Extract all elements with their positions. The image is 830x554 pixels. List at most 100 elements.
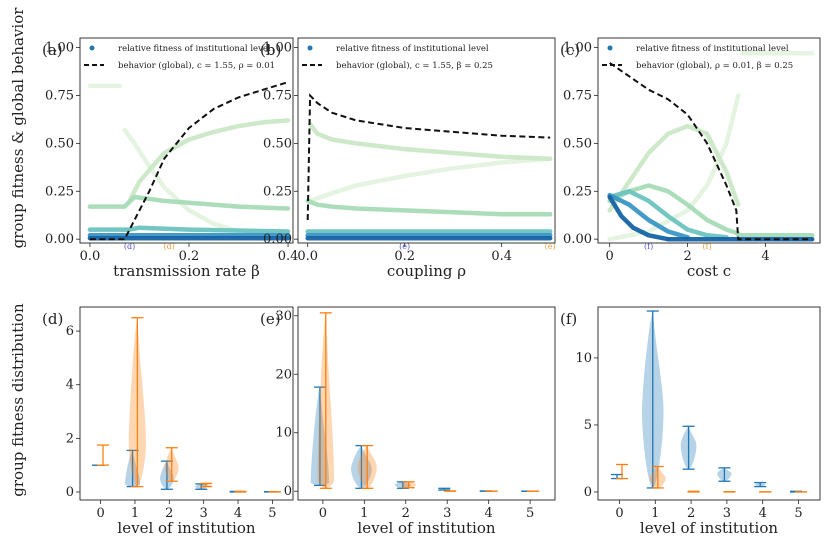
y-tick-label: 0 xyxy=(66,485,74,500)
y-label-bottom: group fitness distribution xyxy=(9,303,27,497)
x-tick-label: 4 xyxy=(234,506,242,521)
legend-dot xyxy=(607,45,613,51)
level-0-curve xyxy=(122,127,241,234)
x-tick-label: 2 xyxy=(402,506,410,521)
x-tick-label: 1 xyxy=(360,506,368,521)
x-tick-label: 2 xyxy=(683,249,691,264)
x-tick-label: 3 xyxy=(200,506,208,521)
y-tick-label: 0.75 xyxy=(563,88,592,103)
level-1-curve xyxy=(127,118,291,204)
y-tick-label: 6 xyxy=(66,324,74,339)
y-label-top: group fitness & global behavior xyxy=(9,7,27,249)
y-tick-label: 1.00 xyxy=(563,41,592,56)
plots: 0.000.250.500.751.000.0 0.2 0.4transmissio… xyxy=(42,37,821,537)
y-tick-label: 10 xyxy=(575,351,592,366)
marker-1: (f) xyxy=(702,242,711,251)
x-tick-label: 5 xyxy=(794,506,802,521)
y-tick-label: 0.50 xyxy=(563,136,592,151)
marker-1: (e) xyxy=(545,242,556,251)
axes-frame xyxy=(297,37,556,244)
legend-dots-label: relative fitness of institutional level xyxy=(636,44,789,54)
y-tick-label: 1.00 xyxy=(263,41,292,56)
y-tick-label: 10 xyxy=(275,426,292,441)
level-1-curve xyxy=(607,123,741,213)
violins xyxy=(310,312,540,492)
marker-1: (d) xyxy=(163,242,174,251)
panel-c: 0.00 0.25 0.50 0.75 1.00 0 2 4 cost c (c) (f) (f) re… xyxy=(560,37,821,280)
x-axis-label: level of institution xyxy=(117,519,255,537)
x-tick-label: 4 xyxy=(761,249,769,264)
axes-frame xyxy=(297,306,556,501)
y-tick-label: 0.50 xyxy=(45,136,74,151)
x-tick-label: 3 xyxy=(443,506,451,521)
level-1-curve xyxy=(307,121,553,161)
y-tick-label: 0.25 xyxy=(45,184,74,199)
y-tick-label: 0.00 xyxy=(563,232,592,247)
behavior-line xyxy=(306,93,551,221)
x-tick-label: 4 xyxy=(759,506,767,521)
level-curves xyxy=(87,83,291,241)
marker-0: (f) xyxy=(644,242,653,251)
level-3-curve xyxy=(87,225,291,234)
panel-label: (c) xyxy=(560,41,580,59)
level-3-curve xyxy=(607,189,729,240)
x-tick-label: 1 xyxy=(131,506,139,521)
violins xyxy=(610,310,808,493)
x-axis-label: coupling ρ xyxy=(387,262,466,280)
x-axis-label: transmission rate β xyxy=(113,262,260,280)
y-tick-label: 2 xyxy=(66,431,74,446)
legend-behavior-label: behavior (global), c = 1.55, β = 0.25 xyxy=(336,60,493,71)
legend-behavior-label: behavior (global), ρ = 0.01, β = 0.25 xyxy=(636,60,793,71)
panel-label: (a) xyxy=(42,41,63,59)
axes-frame xyxy=(79,37,294,244)
y-tick-label: 0.25 xyxy=(263,184,292,199)
y-tick-label: 1.00 xyxy=(45,41,74,56)
x-tick-label: 3 xyxy=(723,506,731,521)
level-curves xyxy=(305,121,553,241)
x-tick-label: 1 xyxy=(651,506,659,521)
x-tick-label: 0.4 xyxy=(491,249,512,264)
marker-0: (e) xyxy=(399,242,410,251)
legend-dot xyxy=(307,45,313,51)
x-tick-label: 0 xyxy=(606,249,614,264)
x-tick-label: 2 xyxy=(165,506,173,521)
y-tick-label: 4 xyxy=(66,378,74,393)
violins xyxy=(92,317,281,493)
panel-d: 0 2 4 6 0 1 2 3 4 5 level of institution (d) xyxy=(42,306,294,537)
level-2-curve xyxy=(305,198,553,217)
x-tick-label: 5 xyxy=(526,506,534,521)
level-curves xyxy=(607,51,815,242)
behavior-line xyxy=(609,62,813,241)
panel-label: (f) xyxy=(560,310,577,328)
marker-0: (d) xyxy=(124,242,135,251)
x-axis-label: level of institution xyxy=(640,519,778,537)
panel-label: (e) xyxy=(260,310,281,328)
legend-dot xyxy=(89,45,95,51)
x-tick-label: 0.4 xyxy=(278,249,299,264)
x-tick-label: 0 xyxy=(96,506,104,521)
y-tick-label: 0 xyxy=(584,485,592,500)
y-tick-label: 0.00 xyxy=(263,232,292,247)
y-tick-label: 5 xyxy=(584,418,592,433)
x-tick-label: 0 xyxy=(615,506,623,521)
y-tick-label: 0.00 xyxy=(45,232,74,247)
x-tick-label: 0 xyxy=(319,506,327,521)
level-5-curve xyxy=(607,194,671,242)
y-tick-label: 0 xyxy=(284,484,292,499)
panel-label: (d) xyxy=(42,310,63,328)
x-tick-label: 5 xyxy=(268,506,276,521)
panel-label: (b) xyxy=(260,41,281,59)
axes-frame xyxy=(79,306,294,501)
panel-a: 0.00 0.25 0.50 0.75 1.00 0.0 0.2 0.4 transmissio… xyxy=(42,37,299,280)
panel-e: 0 10 20 30 0 1 2 3 4 5 level of institution (e) xyxy=(260,306,556,537)
y-tick-label: 0.75 xyxy=(45,88,74,103)
axes-frame xyxy=(597,37,821,244)
x-tick-label: 2 xyxy=(687,506,695,521)
level-2-curve xyxy=(87,194,291,211)
y-tick-label: 20 xyxy=(275,367,292,382)
panel-b: 0.00 0.25 0.50 0.75 1.00 0.0 0.2 0.4 coupling ρ (… xyxy=(260,37,556,280)
legend-dots-label: relative fitness of institutional level xyxy=(118,44,271,54)
panel-f: 0 5 10 0 1 2 3 4 5 level of institution (f) xyxy=(560,306,821,537)
x-tick-label: 0.2 xyxy=(394,249,415,264)
